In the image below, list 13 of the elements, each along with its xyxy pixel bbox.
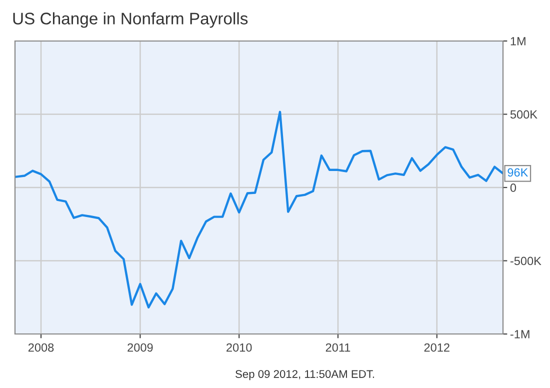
x-tick-label: 2009 bbox=[128, 343, 153, 352]
annotation: 96K bbox=[508, 168, 528, 177]
x-tick-label: 2010 bbox=[226, 343, 252, 352]
y-tick-label: -500K bbox=[510, 256, 542, 266]
y-tick-label: 0 bbox=[510, 184, 516, 192]
y-tick-label: 500K bbox=[510, 110, 538, 119]
x-tick-label: 2011 bbox=[326, 343, 350, 352]
x-tick-label: 2012 bbox=[424, 343, 450, 352]
y-tick-label: -1M bbox=[510, 330, 530, 338]
x-tick-label: 2008 bbox=[28, 343, 54, 352]
text: Sep 09 2012, 11:50AM EDT. bbox=[236, 370, 374, 380]
y-tick-label: 1M bbox=[510, 37, 526, 46]
chart-title: US Change in Nonfarm Payrolls bbox=[13, 12, 248, 28]
